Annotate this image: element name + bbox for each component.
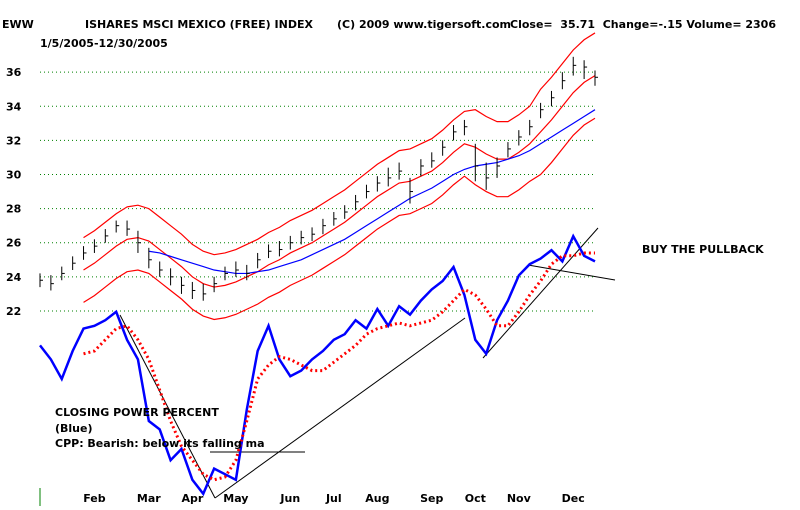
annotation: BUY THE PULLBACK xyxy=(642,243,764,256)
x-tick-label: Aug xyxy=(365,492,389,505)
annotation: CPP: Bearish: below its falling ma xyxy=(55,437,265,450)
y-tick-label: 28 xyxy=(6,203,21,216)
trendline xyxy=(119,314,216,499)
x-tick-label: Oct xyxy=(465,492,486,505)
annotation: CLOSING POWER PERCENT xyxy=(55,406,219,419)
trendline xyxy=(214,317,466,499)
x-tick-label: Mar xyxy=(137,492,161,505)
ticker: EWW xyxy=(2,18,34,31)
annotation: (Blue) xyxy=(55,422,93,435)
subtitle: 1/5/2005-12/30/2005 xyxy=(40,37,168,50)
band-line xyxy=(83,117,596,321)
indicator-line xyxy=(39,233,596,497)
indicator-line xyxy=(83,251,595,482)
x-tick-label: Nov xyxy=(507,492,532,505)
trendline xyxy=(482,227,599,359)
quote: Close= 35.71 Change=-.15 Volume= 2306 xyxy=(510,18,776,31)
chart-title: ISHARES MSCI MEXICO (FREE) INDEX xyxy=(85,18,313,31)
y-tick-label: 36 xyxy=(6,66,22,79)
x-tick-label: Sep xyxy=(420,492,443,505)
x-tick-label: Apr xyxy=(181,492,203,505)
source: (C) 2009 www.tigersoft.com xyxy=(337,18,511,31)
y-tick-label: 34 xyxy=(6,100,22,113)
trendlines xyxy=(119,227,616,499)
trendline xyxy=(527,264,616,281)
y-tick-label: 24 xyxy=(6,271,22,284)
y-tick-label: 22 xyxy=(6,305,21,318)
x-tick-label: Jul xyxy=(325,492,342,505)
x-tick-label: Dec xyxy=(562,492,585,505)
y-tick-label: 32 xyxy=(6,134,21,147)
y-tick-label: 30 xyxy=(6,169,22,182)
x-tick-label: Feb xyxy=(83,492,106,505)
x-tick-label: Jun xyxy=(279,492,300,505)
y-tick-label: 26 xyxy=(6,237,22,250)
x-tick-label: May xyxy=(223,492,248,505)
band-line xyxy=(83,32,596,256)
band-line xyxy=(148,109,596,275)
